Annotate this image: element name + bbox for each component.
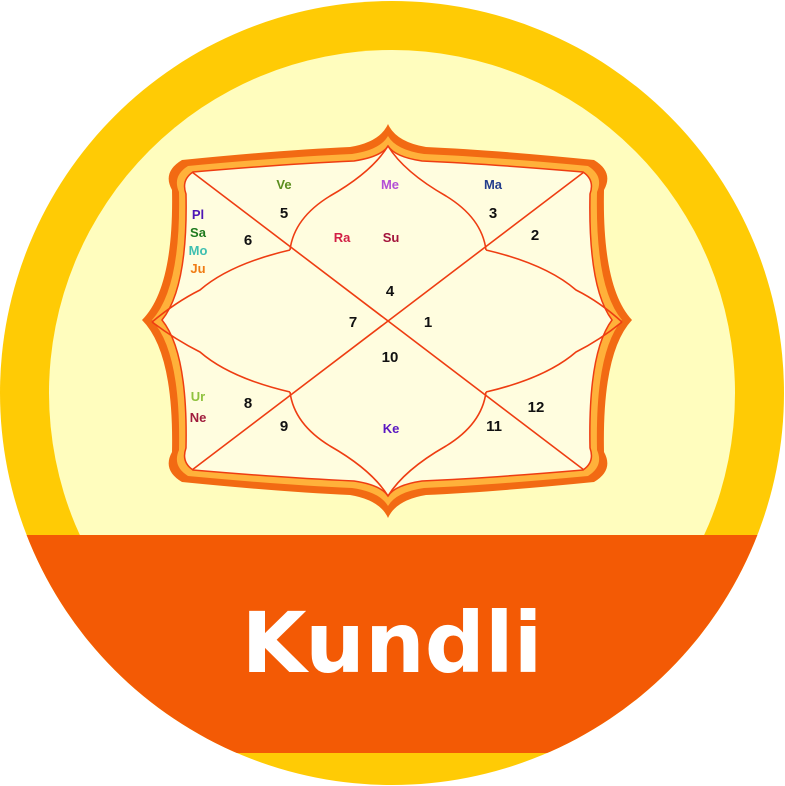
planet-labels: Ve Me Ma Pl Sa Mo Ju Ra Su Ur Ne Ke (189, 177, 503, 436)
planet-ve: Ve (276, 177, 291, 192)
house-numbers: 1 2 3 4 5 6 7 8 9 10 11 12 (244, 205, 545, 435)
house-number-5: 5 (280, 205, 288, 222)
house-number-9: 9 (280, 418, 288, 435)
arch-line (151, 321, 291, 393)
planet-ke: Ke (383, 421, 400, 436)
planet-ur: Ur (191, 389, 205, 404)
house-number-1: 1 (424, 314, 432, 331)
house-number-3: 3 (489, 205, 497, 222)
diagonal-line (191, 171, 585, 471)
planet-su: Su (383, 230, 400, 245)
planet-sa: Sa (190, 225, 207, 240)
arch-line (387, 145, 487, 251)
planet-ju: Ju (190, 261, 205, 276)
house-number-11: 11 (486, 418, 502, 435)
house-number-2: 2 (531, 227, 539, 244)
arch-line (289, 391, 389, 497)
house-number-10: 10 (382, 349, 399, 366)
planet-ma: Ma (484, 177, 503, 192)
planet-mo: Mo (189, 243, 208, 258)
arch-line (485, 321, 623, 393)
planet-ra: Ra (334, 230, 351, 245)
house-number-7: 7 (349, 314, 357, 331)
house-number-12: 12 (528, 399, 545, 416)
arch-line (387, 391, 487, 497)
planet-me: Me (381, 177, 399, 192)
arch-line (151, 249, 291, 323)
house-number-6: 6 (244, 232, 252, 249)
house-division-lines (151, 145, 623, 497)
house-number-4: 4 (386, 283, 395, 300)
arch-line (485, 249, 623, 323)
banner-title: Kundli (242, 594, 543, 692)
house-number-8: 8 (244, 395, 252, 412)
planet-ne: Ne (190, 410, 207, 425)
planet-pl: Pl (192, 207, 204, 222)
arch-line (289, 145, 389, 251)
